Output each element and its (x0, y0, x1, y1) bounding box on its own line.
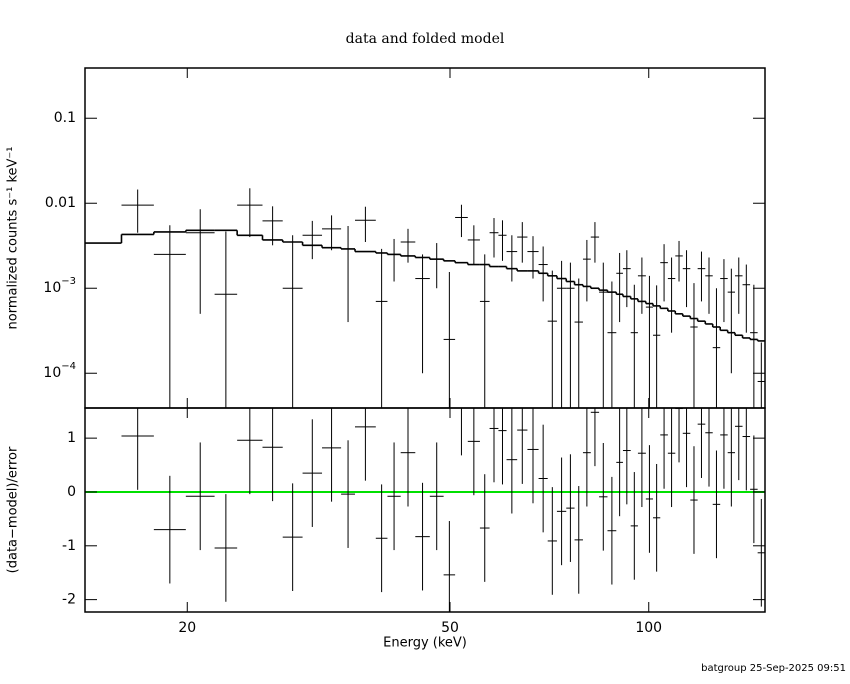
x-tick-label: 20 (178, 620, 196, 636)
x-tick-label: 100 (635, 620, 662, 636)
y-tick-label: -2 (62, 592, 76, 608)
x-axis-label: Energy (keV) (383, 636, 467, 651)
plot-area (85, 408, 765, 612)
plot-frame (84, 67, 766, 409)
footer: batgroup 25-Sep-2025 09:51 (701, 663, 846, 674)
y-tick-label: 10−3 (43, 276, 76, 296)
y-tick-label: 1 (67, 430, 76, 446)
x-tick-label: 50 (441, 620, 459, 636)
plot-frame (84, 407, 766, 613)
y-tick-label: 0.1 (54, 110, 76, 126)
y-tick-label: 0.01 (45, 195, 76, 211)
plot-area (85, 188, 765, 408)
chart-title: data and folded model (346, 31, 505, 47)
y-tick-label: 10−4 (43, 361, 76, 381)
y-axis-label: normalized counts s⁻¹ keV⁻¹ (6, 147, 21, 330)
y-tick-label: 0 (67, 484, 76, 500)
y-tick-label: -1 (62, 538, 76, 554)
y-axis-label: (data−model)/error (6, 446, 21, 573)
